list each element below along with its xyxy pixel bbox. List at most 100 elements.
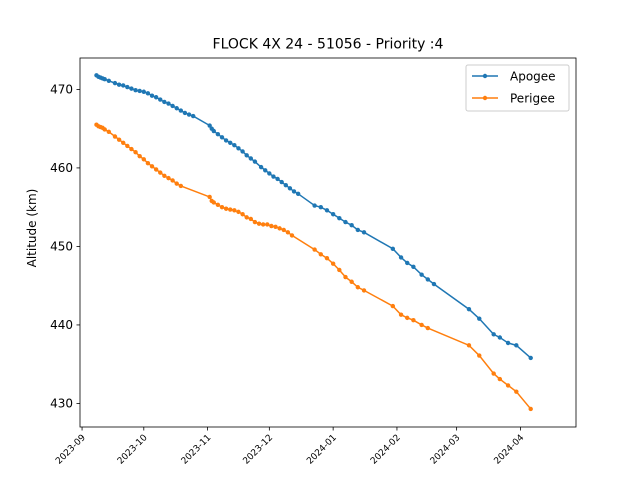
data-point-apogee — [405, 260, 410, 266]
data-point-apogee — [162, 99, 167, 105]
data-point-perigee — [491, 371, 496, 376]
data-point-apogee — [191, 113, 196, 119]
data-point-apogee — [271, 174, 276, 179]
data-point-perigee — [528, 406, 533, 412]
data-point-perigee — [398, 312, 404, 317]
data-point-perigee — [330, 261, 336, 266]
data-point-perigee — [318, 252, 323, 257]
data-point-perigee — [244, 215, 249, 220]
data-point-perigee — [174, 181, 179, 186]
data-point-perigee — [425, 325, 431, 331]
data-point-apogee — [141, 89, 146, 94]
data-point-perigee — [514, 389, 519, 394]
data-point-perigee — [162, 173, 167, 178]
data-point-perigee — [158, 170, 163, 175]
data-point-apogee — [330, 212, 336, 217]
data-point-apogee — [411, 264, 416, 270]
data-point-perigee — [405, 315, 410, 321]
data-point-perigee — [166, 175, 171, 181]
axes-frame — [79, 57, 577, 428]
data-point-apogee — [324, 208, 330, 213]
data-point-apogee — [182, 110, 188, 116]
data-point-perigee — [497, 376, 503, 382]
data-point-apogee — [137, 88, 142, 94]
data-point-apogee — [102, 77, 107, 82]
data-point-perigee — [466, 343, 472, 348]
data-point-apogee — [514, 343, 519, 348]
data-point-perigee — [153, 167, 159, 172]
data-point-perigee — [285, 230, 291, 235]
data-point-apogee — [232, 142, 237, 148]
data-point-perigee — [137, 153, 142, 159]
data-point-perigee — [269, 223, 274, 229]
data-point-perigee — [129, 146, 134, 152]
data-point-apogee — [505, 340, 511, 346]
data-point-perigee — [121, 140, 126, 145]
data-point-perigee — [281, 227, 286, 233]
data-point-apogee — [361, 230, 367, 235]
data-point-apogee — [106, 78, 112, 83]
y-tick-label: 470 — [50, 83, 73, 97]
data-point-apogee — [244, 153, 249, 158]
data-point-perigee — [215, 202, 221, 208]
data-point-perigee — [228, 207, 233, 212]
data-point-perigee — [289, 233, 295, 238]
data-point-perigee — [219, 204, 225, 210]
data-point-perigee — [116, 137, 122, 142]
data-point-apogee — [240, 149, 245, 154]
data-point-apogee — [287, 186, 293, 191]
data-point-perigee — [125, 143, 130, 149]
data-point-apogee — [211, 128, 216, 134]
legend-marker-perigee — [482, 95, 488, 101]
data-point-apogee — [497, 335, 503, 340]
data-point-perigee — [252, 219, 258, 225]
data-point-apogee — [390, 246, 396, 251]
data-point-apogee — [355, 227, 361, 233]
data-point-apogee — [267, 171, 272, 176]
data-point-apogee — [215, 131, 221, 137]
data-point-apogee — [223, 138, 229, 143]
data-point-perigee — [312, 247, 317, 252]
data-point-apogee — [283, 182, 289, 188]
data-point-apogee — [219, 135, 225, 140]
data-point-apogee — [121, 83, 126, 88]
legend-label-perigee: Perigee — [510, 91, 555, 105]
data-point-apogee — [343, 219, 348, 225]
data-point-apogee — [207, 123, 212, 128]
data-point-apogee — [158, 97, 163, 102]
data-point-apogee — [275, 176, 280, 182]
data-point-apogee — [419, 272, 424, 277]
data-point-apogee — [318, 204, 323, 210]
data-point-apogee — [116, 82, 122, 87]
data-point-perigee — [170, 178, 175, 183]
y-tick-label: 440 — [50, 318, 73, 332]
data-point-perigee — [361, 288, 367, 293]
data-point-apogee — [279, 179, 284, 185]
data-point-perigee — [178, 183, 184, 189]
data-point-apogee — [145, 91, 151, 96]
data-point-perigee — [265, 222, 270, 227]
data-point-apogee — [349, 223, 354, 228]
data-point-apogee — [425, 277, 431, 282]
data-point-perigee — [102, 127, 107, 132]
data-point-perigee — [207, 194, 212, 200]
data-point-perigee — [141, 157, 146, 162]
data-point-apogee — [477, 316, 482, 321]
data-point-perigee — [324, 256, 330, 261]
data-point-perigee — [411, 318, 416, 323]
series-perigee — [94, 122, 533, 412]
legend: Apogee Perigee — [465, 64, 570, 112]
data-point-perigee — [236, 209, 241, 215]
data-point-perigee — [106, 129, 112, 134]
data-point-apogee — [252, 159, 258, 164]
data-point-apogee — [258, 164, 264, 170]
data-point-apogee — [125, 84, 130, 90]
data-point-apogee — [174, 106, 179, 111]
data-point-apogee — [312, 203, 317, 208]
data-point-apogee — [112, 80, 118, 86]
y-tick-label: 460 — [50, 161, 73, 175]
data-point-apogee — [491, 332, 496, 337]
legend-marker-apogee — [482, 73, 488, 79]
data-point-apogee — [170, 103, 175, 109]
